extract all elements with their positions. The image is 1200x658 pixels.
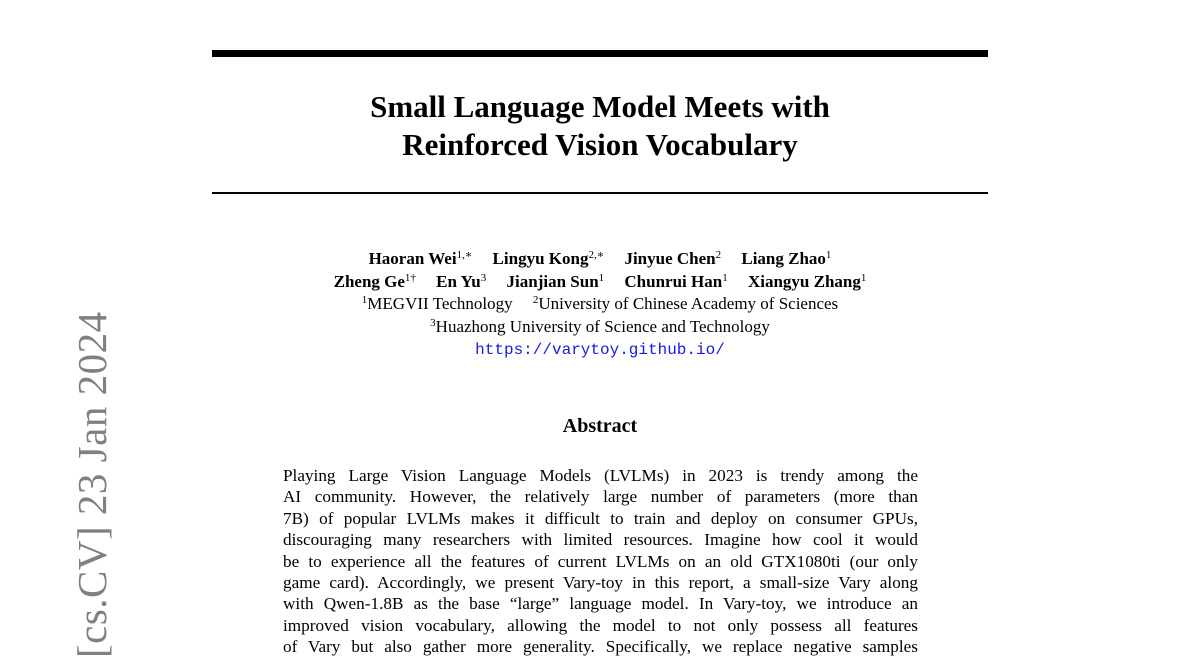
affiliation: 1MEGVII Technology — [361, 294, 513, 313]
author: Xiangyu Zhang1 — [747, 271, 867, 291]
abstract-line: of Vary but also gather more generality.… — [283, 637, 918, 657]
author-line: Haoran Wei1,∗ Lingyu Kong2,∗ Jinyue Chen… — [212, 248, 988, 271]
affiliation: 3Huazhong University of Science and Tech… — [430, 316, 770, 336]
abstract-line: with Qwen-1.8B as the base “large” langu… — [283, 594, 918, 614]
abstract-line: game card). Accordingly, we present Vary… — [283, 573, 918, 593]
abstract-text: Playing Large Vision Language Models (LV… — [283, 465, 918, 658]
author: Chunrui Han1 — [624, 271, 728, 291]
affiliation-line: 1MEGVII Technology 2University of Chines… — [212, 293, 988, 316]
abstract-heading: Abstract — [562, 415, 638, 437]
top-rule — [212, 50, 988, 57]
author: Liang Zhao1 — [741, 249, 832, 268]
affiliation: 2University of Chinese Academy of Scienc… — [532, 294, 839, 313]
abstract-line: Playing Large Vision Language Models (LV… — [283, 466, 918, 485]
abstract-line: discouraging many researchers with limit… — [283, 530, 918, 550]
abstract-line: 7B) of popular LVLMs makes it difficult … — [283, 508, 918, 528]
author-block: Haoran Wei1,∗ Lingyu Kong2,∗ Jinyue Chen… — [212, 248, 988, 362]
author: En Yu3 — [436, 271, 487, 291]
abstract-line: AI community. However, the relatively la… — [283, 487, 918, 507]
paper-title: Small Language Model Meets with Reinforc… — [212, 88, 988, 164]
abstract-line: be to experience all the features of cur… — [283, 551, 918, 571]
author: Haoran Wei1,∗ — [368, 249, 473, 268]
title-line: Small Language Model Meets with — [370, 89, 830, 124]
title-rule — [212, 192, 988, 194]
arxiv-stamp: [cs.CV] 23 Jan 2024 — [69, 311, 115, 658]
project-url-link[interactable]: https://varytoy.github.io/ — [475, 341, 725, 359]
title-line: Reinforced Vision Vocabulary — [402, 127, 798, 162]
author: Lingyu Kong2,∗ — [492, 249, 605, 268]
affiliation-line: 3Huazhong University of Science and Tech… — [212, 316, 988, 339]
author: Zheng Ge1† — [333, 271, 416, 291]
author-line: Zheng Ge1† En Yu3 Jianjian Sun1 Chunrui … — [212, 271, 988, 294]
author: Jinyue Chen2 — [624, 249, 722, 268]
abstract-line: improved vision vocabulary, allowing the… — [283, 615, 918, 635]
author: Jianjian Sun1 — [506, 271, 605, 291]
